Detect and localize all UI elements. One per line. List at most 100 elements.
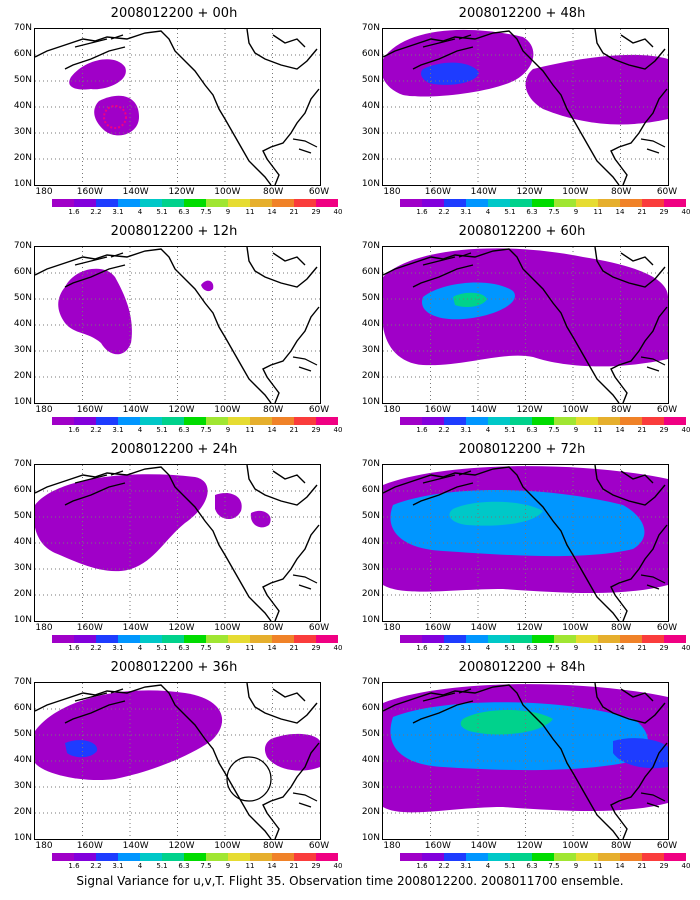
longitude-label: 120W (168, 187, 195, 197)
latitude-axis: 70N 60N 50N 40N 30N 20N 10N (352, 23, 380, 189)
colorbar-swatch (140, 199, 162, 207)
colorbar-labels: 1.6 2.2 3.1 4 5.1 6.3 7.5 9 11 14 21 29 40 (400, 426, 690, 436)
colorbar-label: 29 (659, 644, 669, 652)
longitude-label: 180 (383, 405, 401, 415)
longitude-label: 100W (562, 841, 589, 851)
map-svg (383, 29, 668, 185)
variance-contour (94, 95, 139, 136)
colorbar-label: 29 (659, 208, 669, 216)
colorbar-swatch (422, 853, 444, 861)
coastline (383, 29, 668, 185)
colorbar-label: 7.5 (200, 644, 212, 652)
longitude-axis: 180 160W 140W 120W 100W 80W 60W (34, 187, 329, 199)
colorbar-labels: 1.6 2.2 3.1 4 5.1 6.3 7.5 9 11 14 21 29 40 (52, 208, 342, 218)
colorbar-swatch (422, 199, 444, 207)
variance-contour (613, 738, 668, 769)
coastline (383, 465, 668, 621)
coastline (35, 247, 320, 403)
panel-title: 2008012200 + 12h (110, 224, 238, 239)
latitude-label: 10N (13, 397, 32, 407)
colorbar-swatch (488, 199, 510, 207)
colorbar-swatch (598, 417, 620, 425)
colorbar-label: 21 (289, 644, 299, 652)
map-area (34, 28, 321, 186)
longitude-label: 140W (470, 623, 497, 633)
colorbar-label: 3.1 (112, 426, 124, 434)
island-outline (74, 252, 318, 372)
colorbar-label: 7.5 (548, 208, 560, 216)
colorbar-label: 4 (137, 208, 143, 216)
longitude-label: 80W (610, 623, 632, 633)
map-panel: 2008012200 + 36h 70N 60N 50N 40N 30N 20N 10N 180… (4, 660, 344, 878)
panel-title: 2008012200 + 72h (458, 442, 586, 457)
latitude-label: 70N (361, 677, 380, 687)
colorbar-swatch (400, 199, 422, 207)
longitude-label: 180 (35, 623, 53, 633)
colorbar-swatch (598, 635, 620, 643)
colorbar (400, 635, 686, 643)
panel-title: 2008012200 + 84h (458, 660, 586, 675)
colorbar-label: 6.3 (178, 426, 190, 434)
colorbar-swatch (294, 635, 316, 643)
latitude-axis: 70N 60N 50N 40N 30N 20N 10N (352, 459, 380, 625)
colorbar-label: 6.3 (178, 208, 190, 216)
colorbar-label: 7.5 (200, 862, 212, 870)
colorbar-label: 14 (267, 644, 277, 652)
colorbar-swatch (620, 199, 642, 207)
island-outline (422, 252, 666, 372)
variance-contour (264, 733, 320, 771)
map-area (34, 464, 321, 622)
colorbar-swatch (96, 635, 118, 643)
variance-contour (250, 510, 271, 528)
longitude-label: 100W (214, 405, 241, 415)
colorbar-swatch (316, 199, 338, 207)
colorbar-label: 4 (485, 644, 491, 652)
latitude-label: 30N (361, 781, 380, 791)
colorbar (52, 853, 338, 861)
colorbar-label: 14 (615, 862, 625, 870)
variance-contour (460, 710, 553, 735)
variance-contour (35, 474, 208, 572)
colorbar-labels: 1.6 2.2 3.1 4 5.1 6.3 7.5 9 11 14 21 29 40 (52, 862, 342, 872)
panel-title: 2008012200 + 60h (458, 224, 586, 239)
colorbar-label: 21 (637, 862, 647, 870)
colorbar-swatch (576, 417, 598, 425)
latitude-label: 40N (13, 319, 32, 329)
colorbar-swatch (532, 635, 554, 643)
latitude-label: 50N (13, 293, 32, 303)
map-area (382, 246, 669, 404)
colorbar-labels: 1.6 2.2 3.1 4 5.1 6.3 7.5 9 11 14 21 29 40 (400, 208, 690, 218)
coastline (383, 247, 668, 403)
latitude-label: 70N (361, 23, 380, 33)
colorbar-label: 4 (137, 644, 143, 652)
longitude-label: 120W (516, 841, 543, 851)
colorbar-swatch (664, 853, 686, 861)
latitude-label: 10N (361, 397, 380, 407)
colorbar-label: 7.5 (548, 644, 560, 652)
latitude-label: 40N (361, 319, 380, 329)
colorbar-label: 29 (659, 426, 669, 434)
longitude-label: 180 (383, 841, 401, 851)
colorbar-swatch (400, 635, 422, 643)
colorbar-label: 2.2 (90, 644, 102, 652)
island-outline (422, 34, 666, 154)
latitude-label: 60N (361, 703, 380, 713)
colorbar-swatch (118, 853, 140, 861)
colorbar-swatch (74, 635, 96, 643)
colorbar-label: 2.2 (438, 208, 450, 216)
map-svg (383, 247, 668, 403)
latitude-label: 40N (13, 755, 32, 765)
latitude-label: 70N (13, 677, 32, 687)
latitude-label: 50N (13, 75, 32, 85)
map-area (34, 682, 321, 840)
map-panel: 2008012200 + 72h 70N 60N 50N 40N 30N 20N 10N 180… (352, 442, 692, 660)
colorbar-swatch (620, 853, 642, 861)
latitude-label: 10N (13, 833, 32, 843)
longitude-label: 180 (35, 187, 53, 197)
colorbar-swatch (598, 199, 620, 207)
colorbar-swatch (74, 199, 96, 207)
colorbar-swatch (510, 635, 532, 643)
colorbar-label: 6.3 (526, 862, 538, 870)
colorbar-label: 5.1 (156, 862, 168, 870)
colorbar-label: 4 (485, 426, 491, 434)
